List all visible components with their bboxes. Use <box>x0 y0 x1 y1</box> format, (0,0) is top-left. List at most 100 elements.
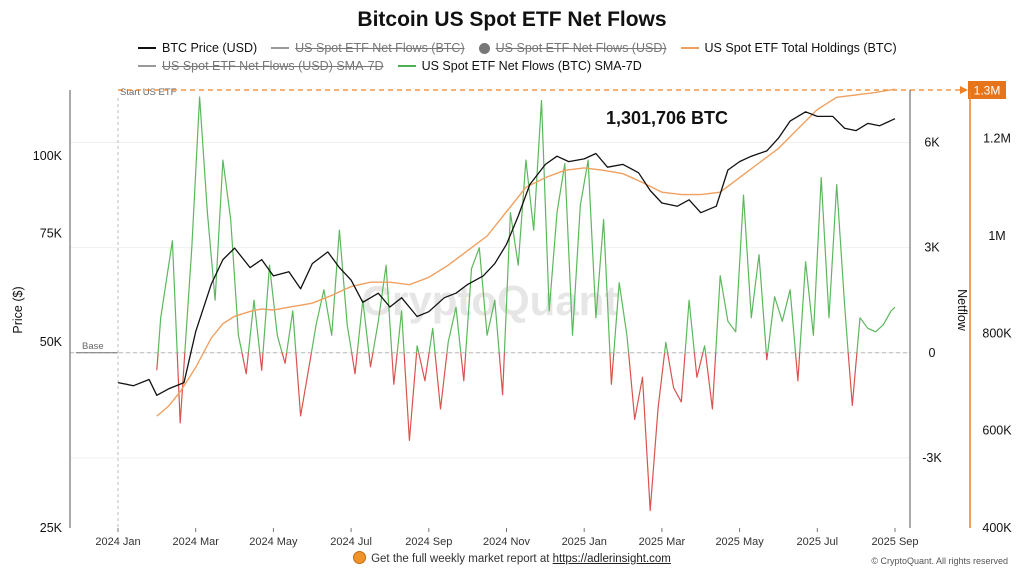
legend-swatch <box>138 65 156 67</box>
netflow-sma-positive-segment <box>286 310 297 353</box>
netflow-sma-positive-segment <box>702 345 707 353</box>
netflow-sma-positive-segment <box>372 264 393 353</box>
legend-swatch <box>680 47 699 49</box>
netflow-sma-positive-segment <box>684 299 695 353</box>
x-tick-label: 2024 Jul <box>330 536 372 548</box>
x-tick-label: 2024 Jan <box>95 536 140 548</box>
netflow-sma-positive-segment <box>664 341 669 353</box>
netflow-sma-negative-segment <box>241 352 249 375</box>
netflow-sma-positive-segment <box>356 299 370 353</box>
x-tick-label: 2024 Mar <box>172 536 219 548</box>
netflow-sma-negative-segment <box>609 352 615 385</box>
x-tick-label: 2025 Jul <box>797 536 839 548</box>
holdings-arrow-icon <box>960 86 968 94</box>
netflow-sma-negative-segment <box>391 352 398 385</box>
netflow-sma-negative-segment <box>847 352 858 406</box>
x-tick-label: 2025 May <box>715 536 764 548</box>
netflow-sma-negative-segment <box>498 352 505 396</box>
netflow-sma-positive-segment <box>613 282 630 353</box>
netflow-sma-positive-segment <box>503 99 611 353</box>
netflow-sma-negative-segment <box>368 352 374 368</box>
legend-label: BTC Price (USD) <box>162 41 258 55</box>
x-tick-label: 2025 Mar <box>639 536 686 548</box>
price-tick-label: 50K <box>40 335 63 349</box>
legend-label: US Spot ETF Total Holdings (BTC) <box>704 41 897 55</box>
holdings-highlight-value: 1.3M <box>974 84 1001 98</box>
netflow-sma-negative-segment <box>259 352 264 371</box>
holdings-tick-label: 1.2M <box>983 132 1011 146</box>
legend-swatch <box>397 65 416 67</box>
netflow-sma-negative-segment <box>693 352 704 378</box>
footer-link[interactable]: https://adlerinsight.com <box>552 553 671 565</box>
holdings-tick-label: 1M <box>988 229 1005 243</box>
price-tick-label: 25K <box>40 521 63 535</box>
start-etf-label: Start US ETF <box>120 87 177 98</box>
footer: Get the full weekly market report at htt… <box>0 551 1024 565</box>
x-tick-label: 2025 Sep <box>871 536 918 548</box>
legend-label: US Spot ETF Net Flows (USD) <box>495 41 667 55</box>
legend-label: US Spot ETF Net Flows (USD) SMA-7D <box>162 59 384 73</box>
netflow-sma-positive-segment <box>767 289 797 353</box>
netflow-tick-label: 6K <box>924 136 940 150</box>
holdings-value-label: 1,301,706 BTC <box>606 108 728 128</box>
netflow-sma-negative-segment <box>628 352 666 512</box>
netflow-sma-negative-segment <box>704 352 717 410</box>
netflow-tick-label: 0 <box>929 346 936 360</box>
annotations: Base Start US ETF 1.3M 1,301,706 BTC <box>70 81 1006 528</box>
netflow-sma-negative-segment <box>403 352 418 441</box>
price-tick-label: 100K <box>33 149 63 163</box>
holdings-highlight-badge <box>968 81 1006 99</box>
copyright: © CryptoQuant. All rights reserved <box>871 556 1008 566</box>
axes: 25K 50K 75K 100K Price ($) -3K 0 3K 6K Netflow 400… <box>11 90 1012 548</box>
netflow-sma-negative-segment <box>765 352 769 361</box>
netflow-sma-positive-segment <box>396 310 405 353</box>
netflow-sma-positive-segment <box>247 299 261 353</box>
netflow-tick-label: -3K <box>922 451 942 465</box>
holdings-tick-label: 400K <box>982 521 1012 535</box>
holdings-tick-label: 800K <box>982 326 1012 340</box>
legend-item-netflow-btc[interactable]: US Spot ETF Net Flows (BTC) <box>271 41 465 55</box>
netflow-tick-label: 3K <box>924 241 940 255</box>
legend-row-2: US Spot ETF Net Flows (USD) SMA-7D US Sp… <box>138 59 656 73</box>
netflow-sma-positive-segment <box>715 194 767 353</box>
x-tick-label: 2024 Sep <box>405 536 452 548</box>
netflow-sma-positive-segment <box>446 306 462 353</box>
netflow-sma-negative-segment <box>460 352 467 382</box>
legend-item-netflow-btc-sma[interactable]: US Spot ETF Net Flows (BTC) SMA-7D <box>397 59 642 73</box>
legend-item-netflow-usd-sma[interactable]: US Spot ETF Net Flows (USD) SMA-7D <box>138 59 384 73</box>
netflow-sma-negative-segment <box>418 352 430 382</box>
legend-row-1: BTC Price (USD) US Spot ETF Net Flows (B… <box>138 41 911 55</box>
netflow-sma-negative-segment <box>281 352 288 364</box>
series-layer <box>117 88 896 512</box>
netflow-sma-negative-segment <box>295 352 312 417</box>
chart-title: Bitcoin US Spot ETF Net Flows <box>357 8 667 31</box>
price-axis-title: Price ($) <box>11 286 25 333</box>
legend-label: US Spot ETF Net Flows (BTC) SMA-7D <box>421 59 642 73</box>
netflow-axis-title: Netflow <box>955 289 969 332</box>
netflow-sma-positive-segment <box>310 229 353 353</box>
netflow-sma-positive-segment <box>184 96 243 353</box>
coin-icon <box>353 551 367 564</box>
legend-item-holdings[interactable]: US Spot ETF Total Holdings (BTC) <box>680 41 897 55</box>
legend-dot-icon <box>478 42 490 54</box>
netflow-sma-negative-segment <box>176 352 186 424</box>
legend-item-netflow-usd[interactable]: US Spot ETF Net Flows (USD) <box>478 41 667 55</box>
netflow-sma-negative-segment <box>156 352 159 371</box>
netflow-sma-negative-segment <box>351 352 358 375</box>
netflow-sma-positive-segment <box>856 306 896 353</box>
netflow-sma-positive-segment <box>416 345 420 353</box>
netflow-sma-negative-segment <box>667 352 686 403</box>
price-series-line <box>117 111 896 396</box>
netflow-sma-positive-segment <box>428 327 436 353</box>
base-label: Base <box>82 341 104 352</box>
netflow-sma-positive-segment <box>157 240 178 353</box>
x-tick-label: 2025 Jan <box>562 536 607 548</box>
netflow-sma-negative-segment <box>794 352 801 382</box>
holdings-series-line <box>156 88 896 417</box>
legend-swatch <box>271 47 290 49</box>
legend-item-btc-price[interactable]: BTC Price (USD) <box>138 41 257 55</box>
footer-text: Get the full weekly market report at <box>371 553 553 565</box>
x-tick-label: 2024 May <box>249 536 298 548</box>
price-tick-label: 75K <box>40 226 63 240</box>
